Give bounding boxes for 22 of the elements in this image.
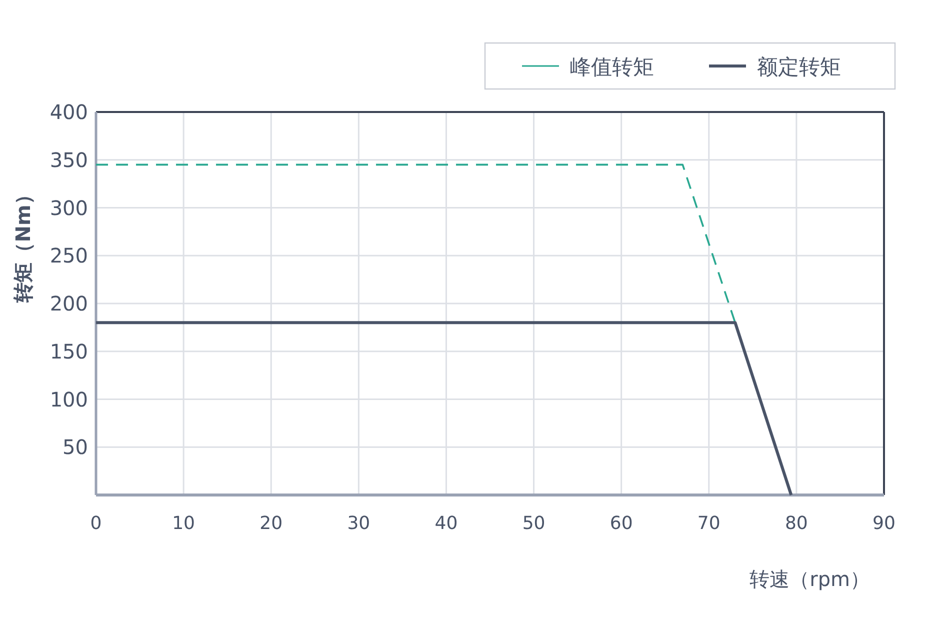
x-tick-label: 10 [172,513,196,534]
x-tick-label: 0 [90,513,102,534]
x-tick-label: 20 [260,513,283,534]
y-tick-label: 50 [62,435,88,460]
y-tick-label: 350 [50,148,88,172]
y-tick-label: 300 [50,196,88,220]
x-tick-label: 90 [872,513,896,534]
x-tick-label: 30 [347,513,370,534]
x-axis-title: 转速（rpm） [750,567,870,591]
y-tick-label: 400 [50,100,88,124]
y-tick-label: 250 [50,244,88,268]
legend-label: 额定转矩 [757,55,841,79]
x-tick-label: 50 [522,513,546,534]
legend-label: 峰值转矩 [570,55,654,79]
x-tick-label: 80 [784,513,808,534]
y-axis-title: 转矩（Nm） [11,184,35,304]
x-tick-label: 40 [434,513,458,534]
x-tick-label: 60 [610,513,633,534]
y-tick-label: 150 [50,339,88,364]
y-tick-label: 200 [50,292,88,316]
x-tick-label: 70 [697,513,720,534]
y-tick-label: 100 [50,387,88,412]
